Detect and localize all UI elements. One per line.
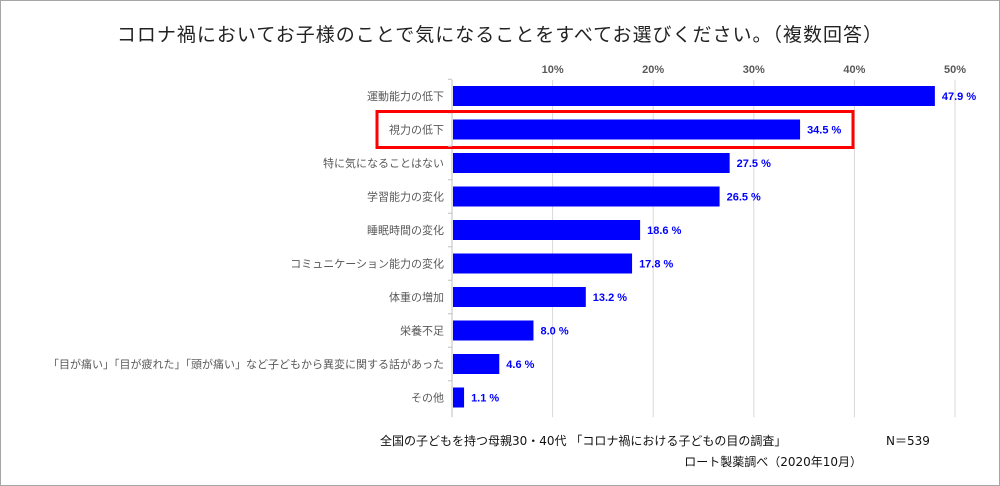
data-label: 34.5 % [807,125,841,137]
data-label: 17.8 % [639,259,673,271]
bar [453,153,730,173]
category-label: 特に気になることはない [323,156,444,170]
category-label: 体重の増加 [389,290,444,304]
category-label: コミュニケーション能力の変化 [290,257,444,271]
category-label: 栄養不足 [400,324,444,338]
category-label: 運動能力の低下 [367,89,444,103]
category-label: 「目が痛い」「目が疲れた」「頭が痛い」など子どもから異変に関する話があった [48,357,444,371]
category-label: 学習能力の変化 [367,190,444,204]
bar [453,119,801,140]
category-label: その他 [411,392,444,405]
bar [453,287,586,307]
data-label: 27.5 % [737,158,771,170]
category-label: 睡眠時間の変化 [367,223,444,237]
bar [453,320,534,341]
chart-title: コロナ禍においてお子様のことで気になることをすべてお選びください。（複数回答） [116,24,884,46]
bar [453,253,633,274]
bar [453,220,641,240]
category-label: 視力の低下 [389,123,444,137]
x-tick-label: 50% [944,64,966,76]
data-label: 4.6 % [506,359,534,371]
bar [453,86,935,106]
highlight-box [375,110,855,149]
bar [453,387,465,408]
data-label: 1.1 % [471,393,499,405]
data-label: 8.0 % [540,326,568,338]
x-tick-label: 20% [642,64,664,76]
data-label: 13.2 % [593,292,627,304]
x-tick-label: 10% [542,64,564,76]
data-label: 47.9 % [942,91,976,103]
bar [453,354,500,374]
data-label: 18.6 % [647,225,681,237]
bar [453,186,720,207]
sample-size: N＝539 [886,434,930,448]
x-tick-label: 30% [743,64,765,76]
source-credit: ロート製薬調べ（2020年10月） [684,455,862,469]
source-note: 全国の子どもを持つ母親30・40代 「コロナ禍における子どもの目の調査」 [380,434,787,448]
x-tick-label: 40% [843,64,865,76]
data-label: 26.5 % [727,192,761,204]
